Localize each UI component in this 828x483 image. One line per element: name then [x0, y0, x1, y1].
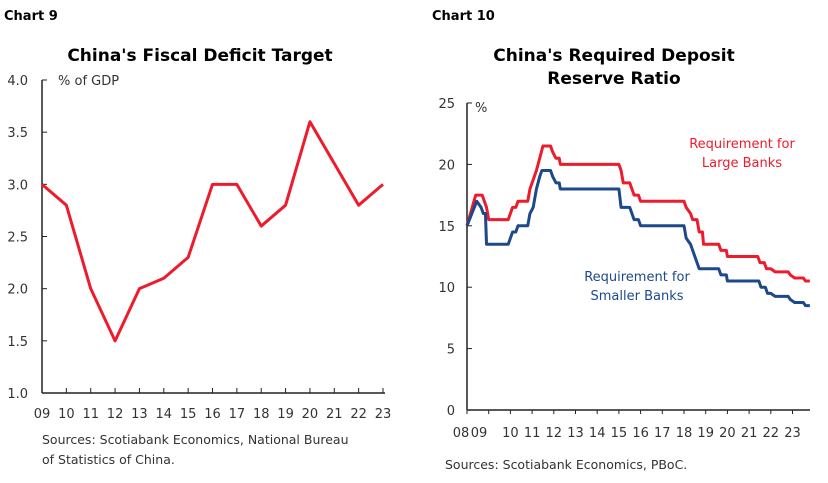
smaller-banks-label-2: Smaller Banks [590, 289, 683, 304]
x-tick-label: 14 [156, 407, 173, 422]
chart9-ylabel: % of GDP [58, 74, 119, 89]
smaller-banks-label-1: Requirement for [584, 270, 690, 285]
y-tick-label: 0 [447, 404, 455, 419]
chart9-title: China's Fiscal Deficit Target [67, 46, 332, 66]
y-tick-label: 2.5 [7, 231, 28, 246]
chart10-ylabel: % [475, 101, 487, 116]
x-tick-label: 15 [180, 407, 197, 422]
large-banks-label-2: Large Banks [702, 156, 782, 171]
x-tick-label: 12 [107, 407, 124, 422]
x-tick-label: 08 [453, 426, 470, 441]
x-tick-label: 13 [567, 426, 584, 441]
x-tick-label: 09 [471, 426, 488, 441]
x-tick-label: 13 [131, 407, 148, 422]
chart10-source: Sources: Scotiabank Economics, PBoC. [445, 457, 687, 472]
y-tick-label: 25 [438, 97, 455, 112]
large-banks-line [465, 144, 810, 283]
chart9-label: Chart 9 [4, 9, 58, 24]
x-tick-label: 12 [546, 426, 563, 441]
chart10-label: Chart 10 [432, 9, 495, 24]
x-tick-label: 22 [763, 426, 780, 441]
chart10-title-1: China's Required Deposit [493, 46, 735, 66]
y-tick-label: 15 [438, 220, 455, 235]
x-tick-label: 09 [34, 407, 51, 422]
x-tick-label: 11 [524, 426, 541, 441]
x-tick-label: 14 [589, 426, 606, 441]
x-tick-label: 18 [676, 426, 693, 441]
y-tick-label: 1.0 [7, 387, 28, 402]
x-tick-label: 19 [697, 426, 714, 441]
y-tick-label: 3.0 [7, 178, 28, 193]
x-tick-label: 10 [502, 426, 519, 441]
x-tick-label: 21 [326, 407, 343, 422]
x-tick-label: 17 [654, 426, 671, 441]
x-tick-label: 17 [229, 407, 246, 422]
y-tick-label: 4.0 [7, 74, 28, 89]
y-tick-label: 1.5 [7, 335, 28, 350]
y-tick-label: 5 [447, 343, 455, 358]
x-tick-label: 23 [375, 407, 392, 422]
chart9-source-1: Sources: Scotiabank Economics, National … [42, 432, 349, 447]
y-tick-label: 20 [438, 158, 455, 173]
x-tick-label: 19 [277, 407, 294, 422]
y-tick-label: 3.5 [7, 126, 28, 141]
x-tick-label: 20 [719, 426, 736, 441]
x-tick-label: 16 [204, 407, 221, 422]
deficit-target-line [41, 120, 384, 343]
y-tick-label: 2.0 [7, 283, 28, 298]
x-tick-label: 15 [611, 426, 628, 441]
x-tick-label: 10 [58, 407, 75, 422]
x-tick-label: 11 [82, 407, 99, 422]
y-tick-label: 10 [438, 281, 455, 296]
chart9-source-2: of Statistics of China. [42, 452, 175, 467]
x-tick-label: 23 [784, 426, 801, 441]
smaller-banks-line [465, 169, 810, 308]
x-tick-label: 21 [741, 426, 758, 441]
x-tick-label: 18 [253, 407, 270, 422]
x-tick-label: 22 [350, 407, 367, 422]
x-tick-label: 16 [632, 426, 649, 441]
chart10-title-2: Reserve Ratio [547, 69, 680, 89]
x-tick-label: 20 [302, 407, 319, 422]
large-banks-label-1: Requirement for [689, 137, 795, 152]
